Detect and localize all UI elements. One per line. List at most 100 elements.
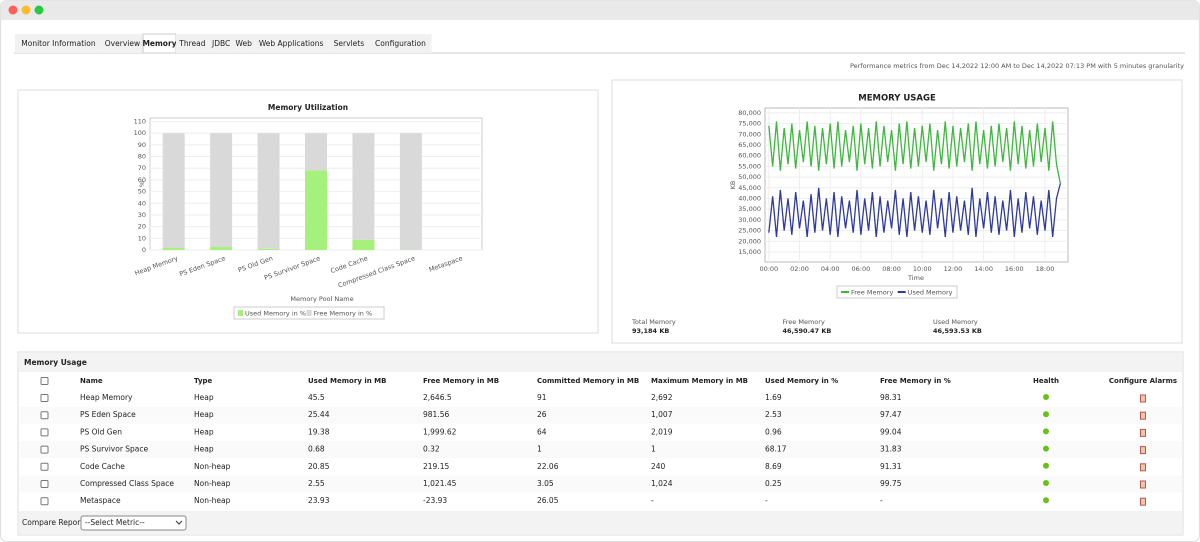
table-cell: 64 (537, 427, 547, 436)
legend-label: Free Memory (851, 289, 893, 297)
summary-value: 46,593.53 KB (933, 327, 982, 335)
checkbox[interactable] (40, 462, 49, 471)
table-cell: 0.32 (423, 445, 440, 454)
table-cell: Non-heap (194, 462, 231, 471)
configure-alarm-icon[interactable] (1140, 394, 1146, 403)
configure-alarm-icon[interactable] (1140, 411, 1146, 420)
y-tick-label: 90 (138, 141, 146, 149)
line-series (768, 121, 1061, 184)
tab[interactable] (233, 34, 254, 53)
checkbox[interactable] (40, 497, 49, 506)
x-tick-label: 08:00 (882, 265, 901, 273)
bar-segment (352, 239, 375, 250)
table-title-bar (19, 353, 1182, 372)
checkbox[interactable] (40, 480, 49, 488)
y-tick-label: 60 (138, 176, 146, 184)
tab-label: Memory (142, 39, 176, 48)
period-note: Performance metrics from Dec 14,2022 12:… (850, 62, 1184, 70)
legend (836, 285, 958, 299)
table-cell: 25.44 (308, 410, 330, 419)
table-cell: 2,692 (651, 393, 673, 402)
table-cell: 219.15 (423, 462, 449, 471)
tab[interactable] (208, 34, 234, 53)
summary-label: Total Memory (631, 318, 676, 326)
maximize-button[interactable] (34, 5, 44, 15)
x-tick-label: 16:00 (1005, 265, 1024, 273)
bar-segment (305, 170, 327, 250)
checkbox[interactable] (40, 428, 49, 437)
x-tick-label: 14:00 (974, 265, 993, 273)
tab[interactable] (15, 34, 102, 53)
minimize-button[interactable] (21, 5, 31, 15)
table-cell: - (765, 496, 768, 505)
column-header: Configure Alarms (1109, 377, 1177, 385)
y-tick-label: 30,000 (738, 216, 761, 224)
y-tick-label: 45,000 (738, 184, 761, 192)
checkbox[interactable] (40, 445, 49, 454)
table-title: Memory Usage (24, 358, 87, 367)
table-cell: 26.05 (537, 496, 559, 505)
x-tick-label: 12:00 (944, 265, 963, 273)
configure-alarm-icon[interactable] (1140, 497, 1146, 506)
tab-label: Web (235, 39, 252, 48)
table-cell: 2,019 (651, 427, 673, 436)
title-bar (0, 0, 1200, 20)
checkbox[interactable] (40, 411, 49, 420)
bar-segment (305, 133, 327, 171)
y-tick-label: 100 (134, 129, 146, 137)
table-cell: 99.75 (880, 479, 902, 488)
tab[interactable] (101, 34, 144, 53)
table-cell: 1,024 (651, 479, 673, 488)
checkbox[interactable] (40, 377, 49, 385)
table-cell: 1.69 (765, 393, 782, 402)
configure-alarm-icon[interactable] (1140, 446, 1146, 455)
table-cell: PS Eden Space (80, 410, 136, 419)
table-cell: 0.96 (765, 427, 782, 436)
row-stripe (19, 406, 1182, 424)
health-indicator (1043, 497, 1049, 504)
bar-chart: Memory Utilization 0 10 20 30 40 50 60 70 80 90 100… (134, 103, 483, 320)
metric-select[interactable] (80, 515, 187, 531)
table-cell: 8.69 (765, 462, 782, 471)
legend-swatch (306, 310, 312, 316)
table-cell: 19.38 (308, 427, 330, 436)
y-tick-label: 20,000 (738, 237, 761, 245)
checkbox[interactable] (40, 394, 49, 402)
y-tick-label: 50,000 (738, 173, 761, 181)
table-cell: 0.68 (308, 445, 325, 454)
y-tick-label: 20 (138, 223, 146, 231)
tab-label: Thread (178, 39, 205, 48)
row-stripe (19, 441, 1182, 459)
tab[interactable] (328, 34, 370, 53)
x-tick-label: 00:00 (759, 265, 778, 273)
bar-segment (257, 133, 280, 249)
table-cell: 68.17 (765, 445, 787, 454)
y-tick-label: 55,000 (738, 162, 761, 170)
configure-alarm-icon[interactable] (1140, 428, 1146, 437)
configure-alarm-icon[interactable] (1140, 463, 1146, 472)
bar-segment (352, 133, 375, 240)
y-tick-label: 75,000 (738, 120, 761, 128)
column-header: Free Memory in % (880, 377, 951, 385)
table-cell: Code Cache (80, 462, 125, 471)
table-cell: Heap (194, 410, 214, 419)
table-cell: Heap Memory (80, 393, 133, 402)
y-tick-label: 70,000 (738, 130, 761, 138)
health-indicator (1043, 428, 1049, 435)
table-cell: Heap (194, 445, 214, 454)
tab[interactable] (253, 34, 329, 53)
close-button[interactable] (8, 5, 18, 15)
table-cell: 1 (537, 445, 542, 454)
x-axis-label: Time (907, 274, 924, 282)
y-tick-label: 10 (138, 234, 146, 242)
y-tick-label: 110 (134, 118, 146, 126)
tab-label: Overview (105, 39, 140, 48)
metric-select-text: --Select Metric-- (85, 518, 145, 527)
table-cell: 99.04 (880, 427, 902, 436)
tab[interactable] (369, 34, 432, 53)
table-cell: 1,021.45 (423, 479, 457, 488)
table-cell: 91.31 (880, 462, 902, 471)
configure-alarm-icon[interactable] (1140, 480, 1146, 489)
tab[interactable] (175, 34, 209, 53)
